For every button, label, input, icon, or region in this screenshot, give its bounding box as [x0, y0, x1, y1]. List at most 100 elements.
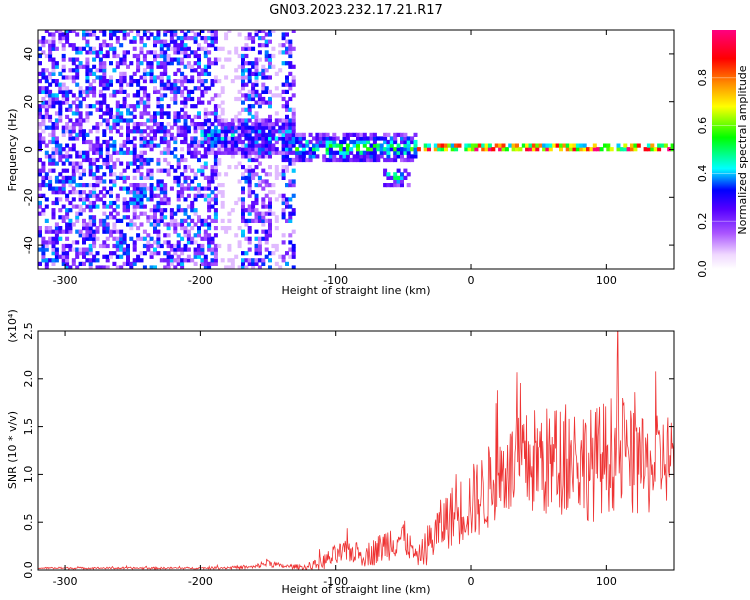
spectrogram-cell [109, 215, 113, 220]
spectrogram-cell [403, 157, 408, 163]
spectrogram-cell [251, 190, 256, 195]
spectrogram-cell [339, 143, 344, 148]
spectrogram-cell [126, 150, 130, 155]
spectrogram-cell [244, 258, 249, 263]
spectrogram-cell [247, 229, 252, 234]
spectrogram-cell [183, 175, 188, 180]
spectrogram-cell [51, 39, 56, 44]
spectrogram-cell [102, 222, 107, 227]
spectrogram-cell [71, 111, 76, 116]
spectrogram-cell [322, 139, 327, 145]
y-tick-label: 0 [22, 146, 35, 153]
spectrogram-cell [112, 183, 117, 188]
spectrogram-cell [44, 226, 49, 231]
spectrogram-cell [508, 143, 513, 148]
spectrogram-cell [166, 200, 171, 206]
spectrogram-cell [92, 254, 97, 259]
spectrogram-cell [467, 147, 472, 152]
spectrogram-cell [44, 197, 49, 202]
spectrogram-cell [51, 32, 56, 37]
spectrogram-cell [122, 179, 127, 184]
spectrogram-cell [285, 139, 289, 145]
spectrogram-cell [213, 107, 218, 112]
spectrogram-cell [153, 211, 157, 216]
spectrogram-cell [129, 183, 134, 188]
spectrogram-cell [207, 30, 212, 33]
spectrogram-cell [149, 147, 154, 152]
spectrogram-cell [247, 129, 252, 134]
spectrogram-cell [261, 197, 266, 202]
spectrogram-cell [88, 157, 93, 163]
spectrogram-cell [268, 30, 272, 33]
spectrogram-cell [180, 251, 185, 256]
spectrogram-cell [51, 168, 56, 173]
spectrogram-cell [237, 118, 242, 123]
spectrogram-cell [78, 208, 83, 213]
spectrogram-cell [139, 236, 144, 241]
spectrogram-cell [180, 79, 185, 84]
spectrogram-cell [169, 125, 174, 130]
spectrogram-cell [298, 143, 303, 148]
spectrogram-cell [376, 136, 381, 141]
spectrogram-cell [85, 86, 90, 91]
spectrogram-cell [257, 122, 262, 127]
spectrogram-cell [166, 79, 171, 84]
spectrogram-cell [180, 36, 185, 41]
spectrogram-cell [332, 154, 337, 159]
spectrogram-cell [274, 93, 279, 98]
spectrogram-cell [78, 61, 83, 66]
spectrogram-cell [176, 129, 181, 134]
spectrogram-cell [213, 197, 218, 202]
spectrogram-cell [68, 208, 73, 213]
spectrogram-cell [132, 204, 137, 209]
spectrogram-cell [149, 172, 154, 177]
spectrogram-cell [136, 129, 141, 134]
spectrogram-cell [288, 61, 293, 66]
spectrogram-cell [75, 71, 80, 76]
spectrogram-cell [224, 36, 229, 41]
spectrogram-cell [264, 247, 269, 252]
spectrogram-cell [75, 96, 80, 102]
spectrogram-cell [163, 186, 168, 191]
spectrogram-cell [82, 89, 86, 94]
spectrogram-cell [92, 64, 97, 69]
spectrogram-cell [176, 222, 181, 227]
spectrogram-cell [169, 218, 174, 223]
spectrogram-cell [467, 143, 472, 148]
spectrogram-cell [126, 136, 130, 141]
spectrogram-cell [264, 32, 269, 37]
spectrogram-cell [61, 215, 66, 220]
spectrogram-cell [247, 157, 252, 163]
spectrogram-cell [261, 30, 266, 33]
spectrogram-cell [102, 86, 107, 91]
spectrogram-cell [44, 86, 49, 91]
spectrogram-cell [575, 147, 580, 152]
spectrogram-cell [180, 236, 185, 241]
spectrogram-cell [274, 136, 279, 141]
spectrogram-cell [285, 39, 289, 44]
spectrogram-cell [264, 53, 269, 59]
spectrogram-cell [444, 143, 448, 148]
spectrogram-cell [288, 215, 293, 220]
spectrogram-cell [274, 147, 279, 152]
spectrogram-cell [159, 82, 164, 87]
spectrogram-cell [82, 32, 86, 37]
spectrogram-cell [102, 229, 107, 234]
spectrogram-cell [213, 30, 218, 33]
spectrogram-cell [339, 139, 344, 145]
spectrogram-cell [65, 261, 70, 266]
spectrogram-cell [173, 86, 178, 91]
spectrogram-cell [163, 39, 168, 44]
spectrogram-cell [548, 147, 553, 152]
spectrogram-cell [244, 136, 249, 141]
spectrogram-cell [149, 208, 154, 213]
spectrogram-cell [291, 30, 296, 33]
spectrogram-cell [183, 179, 188, 184]
spectrogram-cell [190, 50, 195, 55]
spectrogram-cell [254, 243, 259, 249]
spectrogram-cell [518, 147, 523, 152]
spectrogram-cell [213, 136, 218, 141]
spectrogram-cell [149, 243, 154, 249]
spectrogram-cell [285, 197, 289, 202]
spectrogram-cell [136, 122, 141, 127]
